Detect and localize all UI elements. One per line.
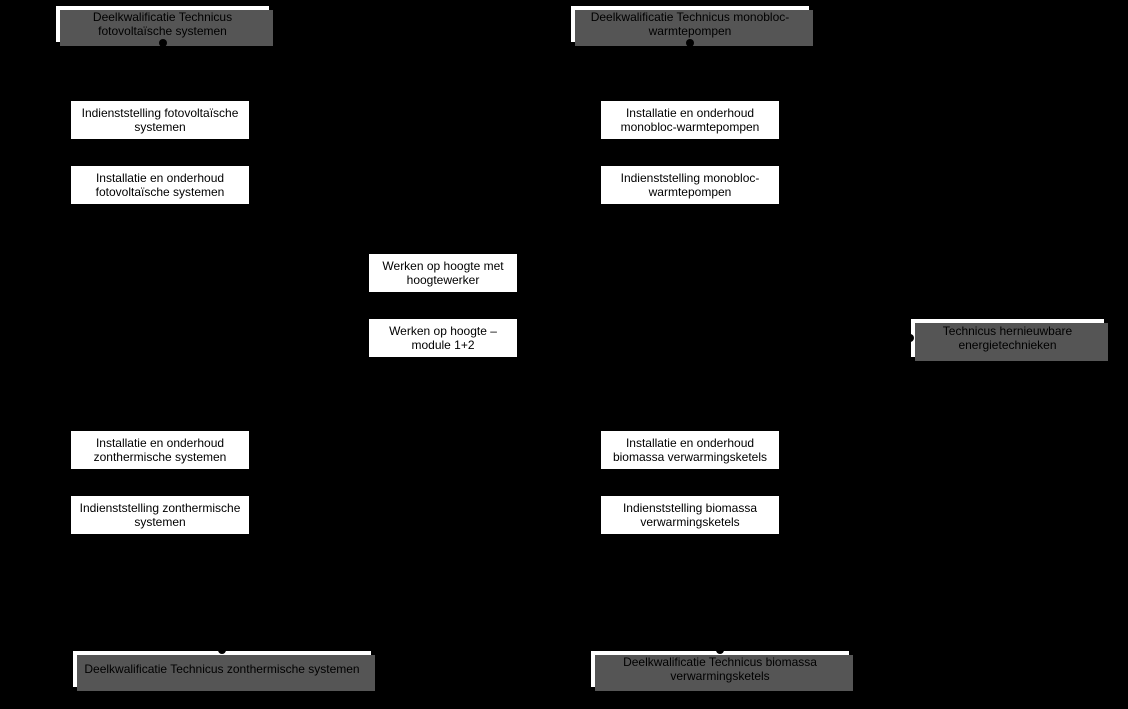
connector-dot: [716, 646, 724, 654]
node-dq_bio: Deelkwalificatie Technicus biomassa verw…: [590, 650, 850, 688]
connector-dot: [906, 334, 914, 342]
connector-dot: [159, 39, 167, 47]
node-dq_mono: Deelkwalificatie Technicus monobloc-warm…: [570, 5, 810, 43]
node-label: Deelkwalificatie Technicus fotovoltaïsch…: [62, 10, 263, 39]
node-label: Deelkwalificatie Technicus monobloc-warm…: [577, 10, 803, 39]
connector-dot: [686, 39, 694, 47]
connector-dot: [218, 646, 226, 654]
node-dq_foto: Deelkwalificatie Technicus fotovoltaïsch…: [55, 5, 270, 43]
node-final: Technicus hernieuwbare energietechnieken: [910, 318, 1105, 358]
node-label: Deelkwalificatie Technicus zonthermische…: [84, 662, 359, 676]
node-label: Technicus hernieuwbare energietechnieken: [917, 324, 1098, 353]
node-dq_zon: Deelkwalificatie Technicus zonthermische…: [72, 650, 372, 688]
node-label: Deelkwalificatie Technicus biomassa verw…: [597, 655, 843, 684]
